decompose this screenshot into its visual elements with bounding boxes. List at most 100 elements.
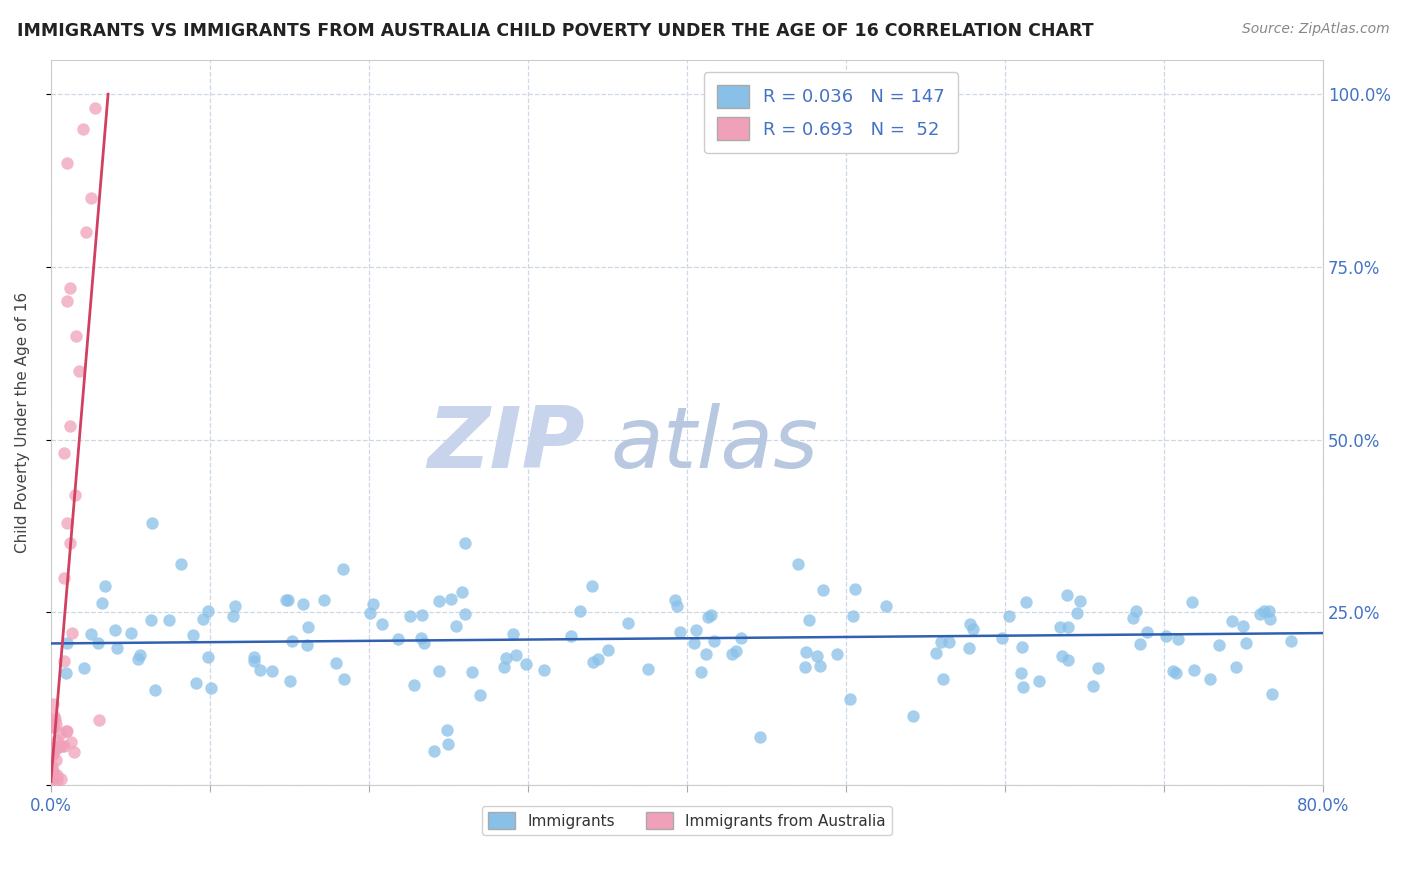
Point xyxy=(141,614,163,628)
Point xyxy=(41,748,63,763)
Point xyxy=(44,712,66,726)
Point xyxy=(52,446,75,460)
Point xyxy=(45,716,67,731)
Point xyxy=(55,156,77,170)
Point xyxy=(59,735,82,749)
Point xyxy=(42,770,65,784)
Point xyxy=(929,635,952,649)
Point xyxy=(42,764,65,778)
Point xyxy=(586,652,609,666)
Point xyxy=(170,558,193,572)
Point xyxy=(505,648,527,662)
Point xyxy=(79,627,101,641)
Point xyxy=(409,632,432,646)
Point xyxy=(55,666,77,681)
Point xyxy=(494,660,516,674)
Point xyxy=(721,647,744,661)
Point xyxy=(617,616,640,631)
Point xyxy=(451,584,474,599)
Point xyxy=(249,663,271,677)
Point xyxy=(1234,636,1257,650)
Point xyxy=(242,654,264,668)
Point xyxy=(665,599,688,614)
Point xyxy=(42,768,65,782)
Point xyxy=(787,557,810,571)
Point xyxy=(962,622,984,636)
Point xyxy=(1181,595,1204,609)
Point xyxy=(925,646,948,660)
Point xyxy=(51,739,73,754)
Point xyxy=(444,619,467,633)
Point xyxy=(1208,638,1230,652)
Point xyxy=(1028,674,1050,689)
Point xyxy=(1279,633,1302,648)
Point xyxy=(222,609,245,624)
Point xyxy=(42,720,65,734)
Point xyxy=(1010,666,1032,681)
Point xyxy=(423,743,446,757)
Point xyxy=(938,635,960,649)
Point xyxy=(842,609,865,624)
Point xyxy=(197,603,219,617)
Point xyxy=(361,597,384,611)
Point xyxy=(59,280,82,294)
Point xyxy=(72,121,94,136)
Point xyxy=(297,620,319,634)
Point xyxy=(581,655,603,669)
Point xyxy=(63,745,86,759)
Text: IMMIGRANTS VS IMMIGRANTS FROM AUSTRALIA CHILD POVERTY UNDER THE AGE OF 16 CORREL: IMMIGRANTS VS IMMIGRANTS FROM AUSTRALIA … xyxy=(17,22,1094,40)
Point xyxy=(748,730,770,744)
Point xyxy=(127,652,149,666)
Point xyxy=(295,638,318,652)
Point xyxy=(1156,629,1178,643)
Point xyxy=(312,593,335,607)
Point xyxy=(470,689,492,703)
Point xyxy=(59,536,82,550)
Point xyxy=(41,759,63,773)
Point xyxy=(1225,660,1247,674)
Y-axis label: Child Poverty Under the Age of 16: Child Poverty Under the Age of 16 xyxy=(15,292,30,553)
Point xyxy=(41,767,63,781)
Point xyxy=(598,643,620,657)
Point xyxy=(44,709,66,723)
Point xyxy=(41,738,63,752)
Point xyxy=(45,768,67,782)
Point xyxy=(197,650,219,665)
Point xyxy=(1066,606,1088,620)
Point xyxy=(437,737,460,751)
Point xyxy=(838,692,860,706)
Point xyxy=(277,593,299,607)
Point xyxy=(52,654,75,668)
Point xyxy=(1056,653,1078,667)
Point xyxy=(42,772,65,787)
Point xyxy=(48,739,70,753)
Point xyxy=(41,741,63,756)
Point xyxy=(695,647,717,661)
Point xyxy=(502,626,524,640)
Point xyxy=(41,720,63,734)
Point xyxy=(141,516,163,530)
Point xyxy=(1261,687,1284,701)
Point xyxy=(1083,679,1105,693)
Point xyxy=(1182,664,1205,678)
Point xyxy=(1220,614,1243,628)
Point xyxy=(703,634,725,648)
Point xyxy=(193,612,215,626)
Point xyxy=(1087,661,1109,675)
Point xyxy=(436,723,458,737)
Point xyxy=(568,604,591,618)
Point xyxy=(157,613,180,627)
Point xyxy=(685,623,707,637)
Point xyxy=(1249,607,1271,621)
Point xyxy=(581,579,603,593)
Point xyxy=(55,294,77,309)
Point xyxy=(1164,666,1187,681)
Point xyxy=(359,606,381,620)
Point xyxy=(932,672,955,686)
Point xyxy=(104,624,127,638)
Point xyxy=(129,648,152,662)
Point xyxy=(59,418,82,433)
Point xyxy=(371,617,394,632)
Point xyxy=(87,714,110,728)
Point xyxy=(1049,620,1071,634)
